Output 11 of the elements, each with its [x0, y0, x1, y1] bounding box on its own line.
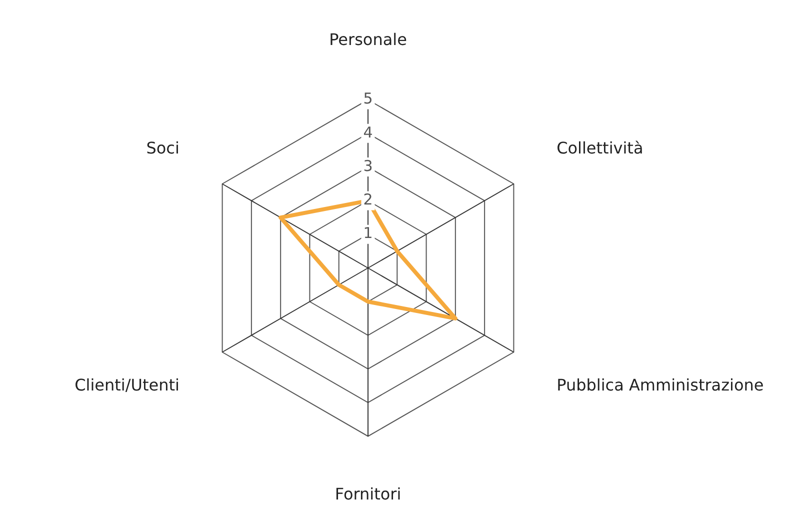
- y-tick-label: 3: [363, 156, 373, 175]
- spoke-label: Fornitori: [334, 484, 402, 504]
- y-tick-label: 1: [363, 224, 373, 242]
- spoke-label: Personale: [329, 30, 407, 49]
- y-tick-label: 5: [363, 90, 373, 108]
- spoke-label: Soci: [146, 138, 180, 158]
- spoke-label: Collettività: [556, 138, 644, 158]
- y-tick-label: 2: [363, 190, 373, 209]
- spoke-label: Clienti/Utenti: [74, 376, 180, 395]
- spoke-label: Pubblica Amministrazione: [556, 376, 764, 395]
- y-tick-label: 4: [363, 123, 373, 142]
